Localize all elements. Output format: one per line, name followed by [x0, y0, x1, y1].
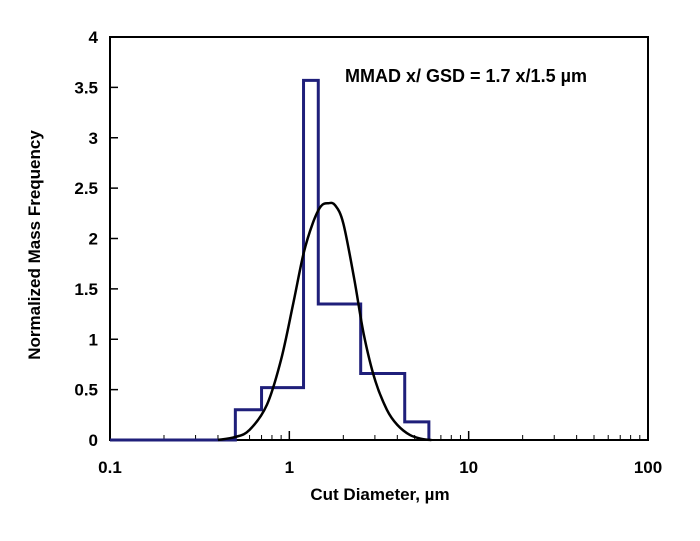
x-tick-label: 100	[634, 458, 662, 477]
x-tick-label: 0.1	[98, 458, 122, 477]
y-tick-label: 3	[89, 129, 98, 148]
x-tick-label: 10	[459, 458, 478, 477]
y-tick-label: 0.5	[74, 381, 98, 400]
x-tick-label: 1	[285, 458, 294, 477]
y-tick-label: 2.5	[74, 179, 98, 198]
y-tick-label: 2	[89, 230, 98, 249]
y-tick-label: 4	[89, 28, 99, 47]
y-tick-label: 1.5	[74, 280, 98, 299]
y-tick-label: 1	[89, 330, 98, 349]
fitted-distribution-curve	[217, 201, 432, 442]
y-tick-label: 0	[89, 431, 98, 450]
chart-annotation: MMAD x/ GSD = 1.7 x/1.5 µm	[345, 66, 587, 86]
x-axis-title: Cut Diameter, µm	[310, 485, 449, 504]
y-tick-label: 3.5	[74, 78, 98, 97]
plot-area-border	[109, 36, 649, 441]
histogram-step-series	[110, 78, 431, 442]
y-axis-title: Normalized Mass Frequency	[25, 130, 44, 360]
